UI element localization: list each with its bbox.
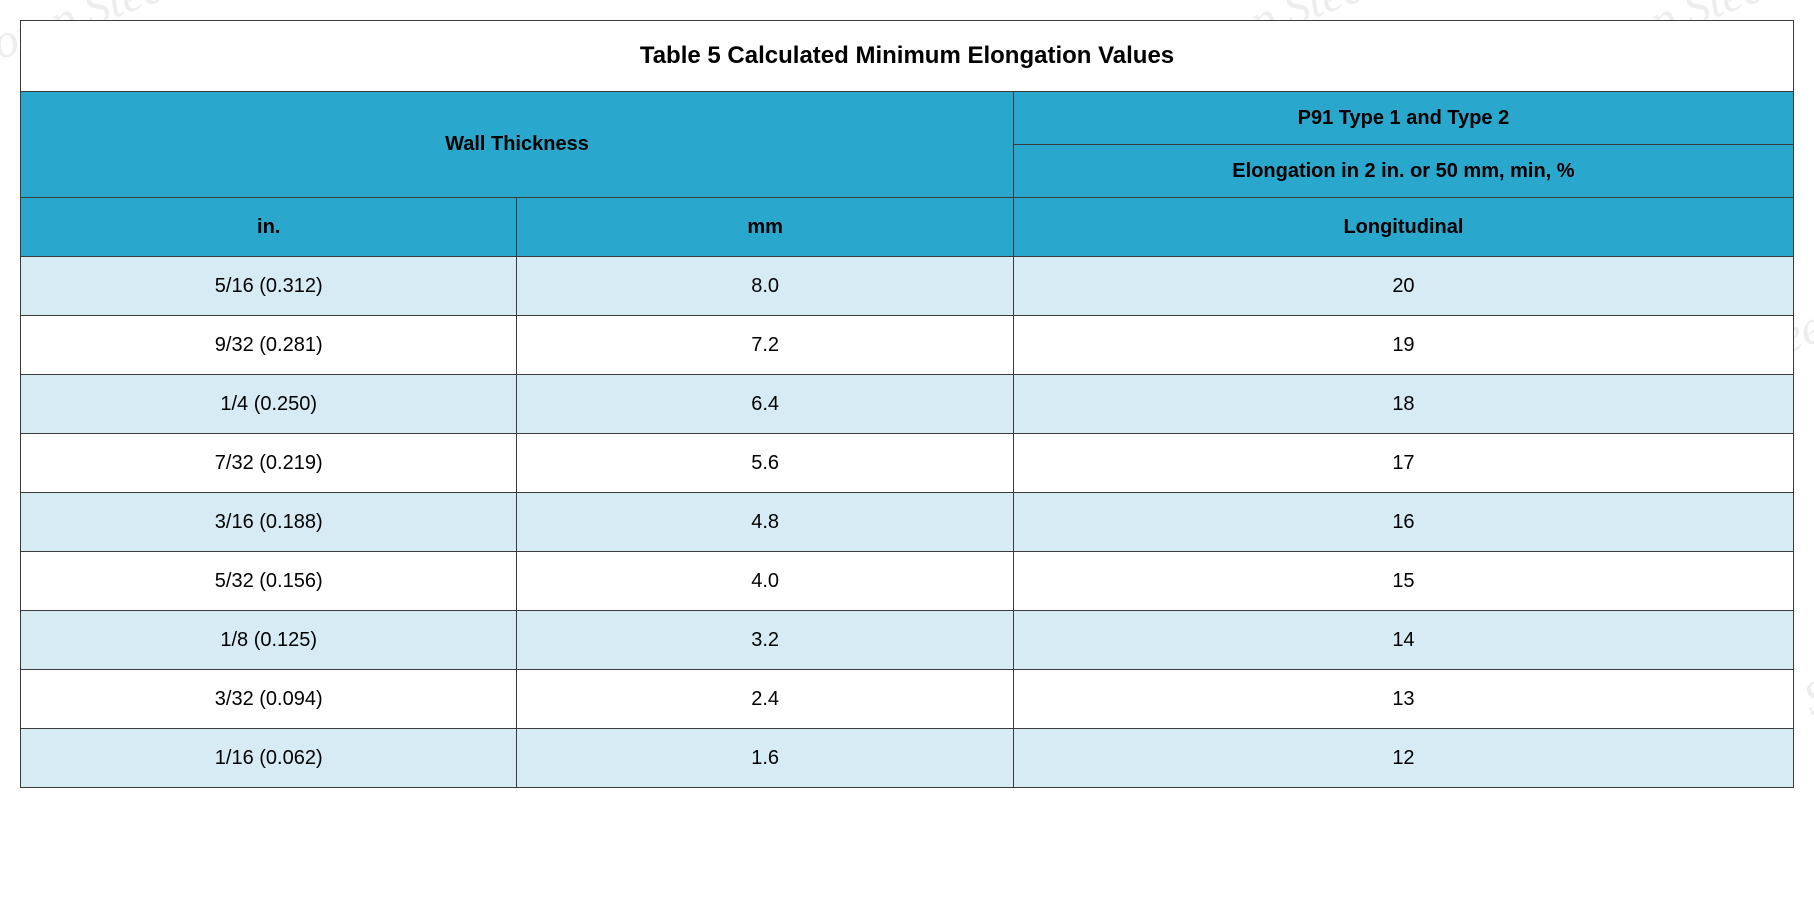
table-row: 3/32 (0.094) 2.4 13 — [21, 670, 1794, 729]
cell-in: 5/32 (0.156) — [21, 552, 517, 611]
column-header-mm: mm — [517, 198, 1013, 257]
table-row: 5/16 (0.312) 8.0 20 — [21, 257, 1794, 316]
cell-mm: 7.2 — [517, 316, 1013, 375]
cell-longitudinal: 17 — [1013, 434, 1793, 493]
cell-mm: 4.8 — [517, 493, 1013, 552]
table-row: 5/32 (0.156) 4.0 15 — [21, 552, 1794, 611]
cell-mm: 6.4 — [517, 375, 1013, 434]
cell-in: 1/16 (0.062) — [21, 729, 517, 788]
cell-longitudinal: 13 — [1013, 670, 1793, 729]
cell-longitudinal: 18 — [1013, 375, 1793, 434]
cell-longitudinal: 12 — [1013, 729, 1793, 788]
table-row: 1/4 (0.250) 6.4 18 — [21, 375, 1794, 434]
cell-mm: 4.0 — [517, 552, 1013, 611]
elongation-table: Table 5 Calculated Minimum Elongation Va… — [20, 20, 1794, 788]
table-title: Table 5 Calculated Minimum Elongation Va… — [21, 21, 1794, 92]
header-p91: P91 Type 1 and Type 2 — [1013, 92, 1793, 145]
cell-in: 1/8 (0.125) — [21, 611, 517, 670]
cell-longitudinal: 14 — [1013, 611, 1793, 670]
header-wall-thickness: Wall Thickness — [21, 92, 1014, 198]
cell-longitudinal: 16 — [1013, 493, 1793, 552]
cell-in: 9/32 (0.281) — [21, 316, 517, 375]
cell-in: 5/16 (0.312) — [21, 257, 517, 316]
cell-mm: 1.6 — [517, 729, 1013, 788]
cell-in: 3/16 (0.188) — [21, 493, 517, 552]
cell-longitudinal: 19 — [1013, 316, 1793, 375]
column-header-longitudinal: Longitudinal — [1013, 198, 1793, 257]
table-row: 1/8 (0.125) 3.2 14 — [21, 611, 1794, 670]
cell-longitudinal: 15 — [1013, 552, 1793, 611]
cell-mm: 8.0 — [517, 257, 1013, 316]
column-header-in: in. — [21, 198, 517, 257]
cell-longitudinal: 20 — [1013, 257, 1793, 316]
cell-in: 7/32 (0.219) — [21, 434, 517, 493]
table-row: 1/16 (0.062) 1.6 12 — [21, 729, 1794, 788]
header-elongation: Elongation in 2 in. or 50 mm, min, % — [1013, 145, 1793, 198]
table-row: 3/16 (0.188) 4.8 16 — [21, 493, 1794, 552]
cell-mm: 3.2 — [517, 611, 1013, 670]
cell-mm: 2.4 — [517, 670, 1013, 729]
cell-in: 3/32 (0.094) — [21, 670, 517, 729]
cell-in: 1/4 (0.250) — [21, 375, 517, 434]
table-body: 5/16 (0.312) 8.0 20 9/32 (0.281) 7.2 19 … — [21, 257, 1794, 788]
table-row: 9/32 (0.281) 7.2 19 — [21, 316, 1794, 375]
cell-mm: 5.6 — [517, 434, 1013, 493]
table-row: 7/32 (0.219) 5.6 17 — [21, 434, 1794, 493]
